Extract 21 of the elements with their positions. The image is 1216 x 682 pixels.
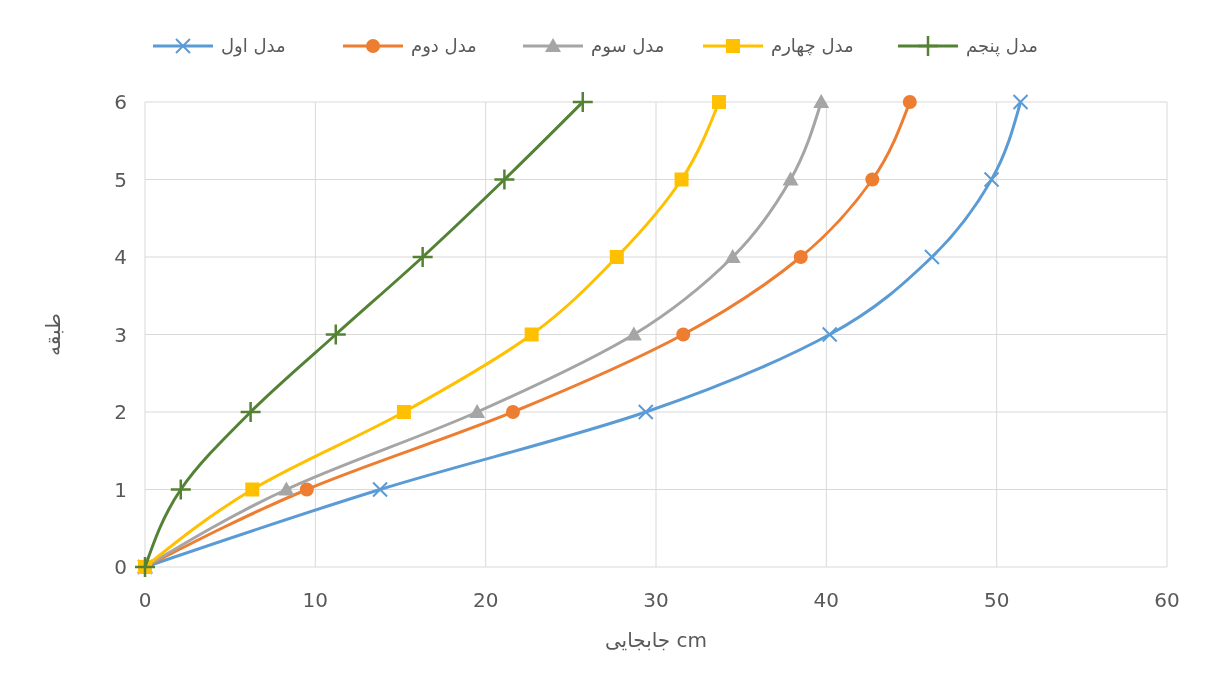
legend-label: مدل چهارم (771, 35, 854, 58)
legend-label: مدل دوم (411, 35, 477, 58)
y-tick-label: 3 (114, 322, 127, 347)
x-tick-label: 30 (643, 588, 669, 612)
x-tick-label: 0 (138, 588, 152, 612)
y-tick-label: 5 (114, 167, 127, 192)
y-tick-label: 1 (114, 477, 127, 502)
x-tick-label: 60 (1154, 588, 1180, 612)
y-tick-label: 2 (114, 400, 127, 424)
x-tick-label: 10 (302, 588, 329, 612)
x-axis-title: جابجایی cm (604, 628, 708, 652)
x-tick-label: 50 (983, 588, 1010, 612)
y-axis-title: طبقه (41, 313, 65, 356)
y-tick-label: 4 (114, 245, 127, 269)
x-tick-label: 40 (813, 588, 840, 612)
legend-label: مدل پنجم (966, 35, 1038, 58)
x-tick-label: 20 (472, 588, 499, 612)
y-tick-label: 6 (114, 90, 127, 114)
legend-label: مدل اول (221, 35, 286, 58)
legend-label: مدل سوم (591, 35, 665, 58)
y-tick-label: 0 (114, 555, 127, 579)
